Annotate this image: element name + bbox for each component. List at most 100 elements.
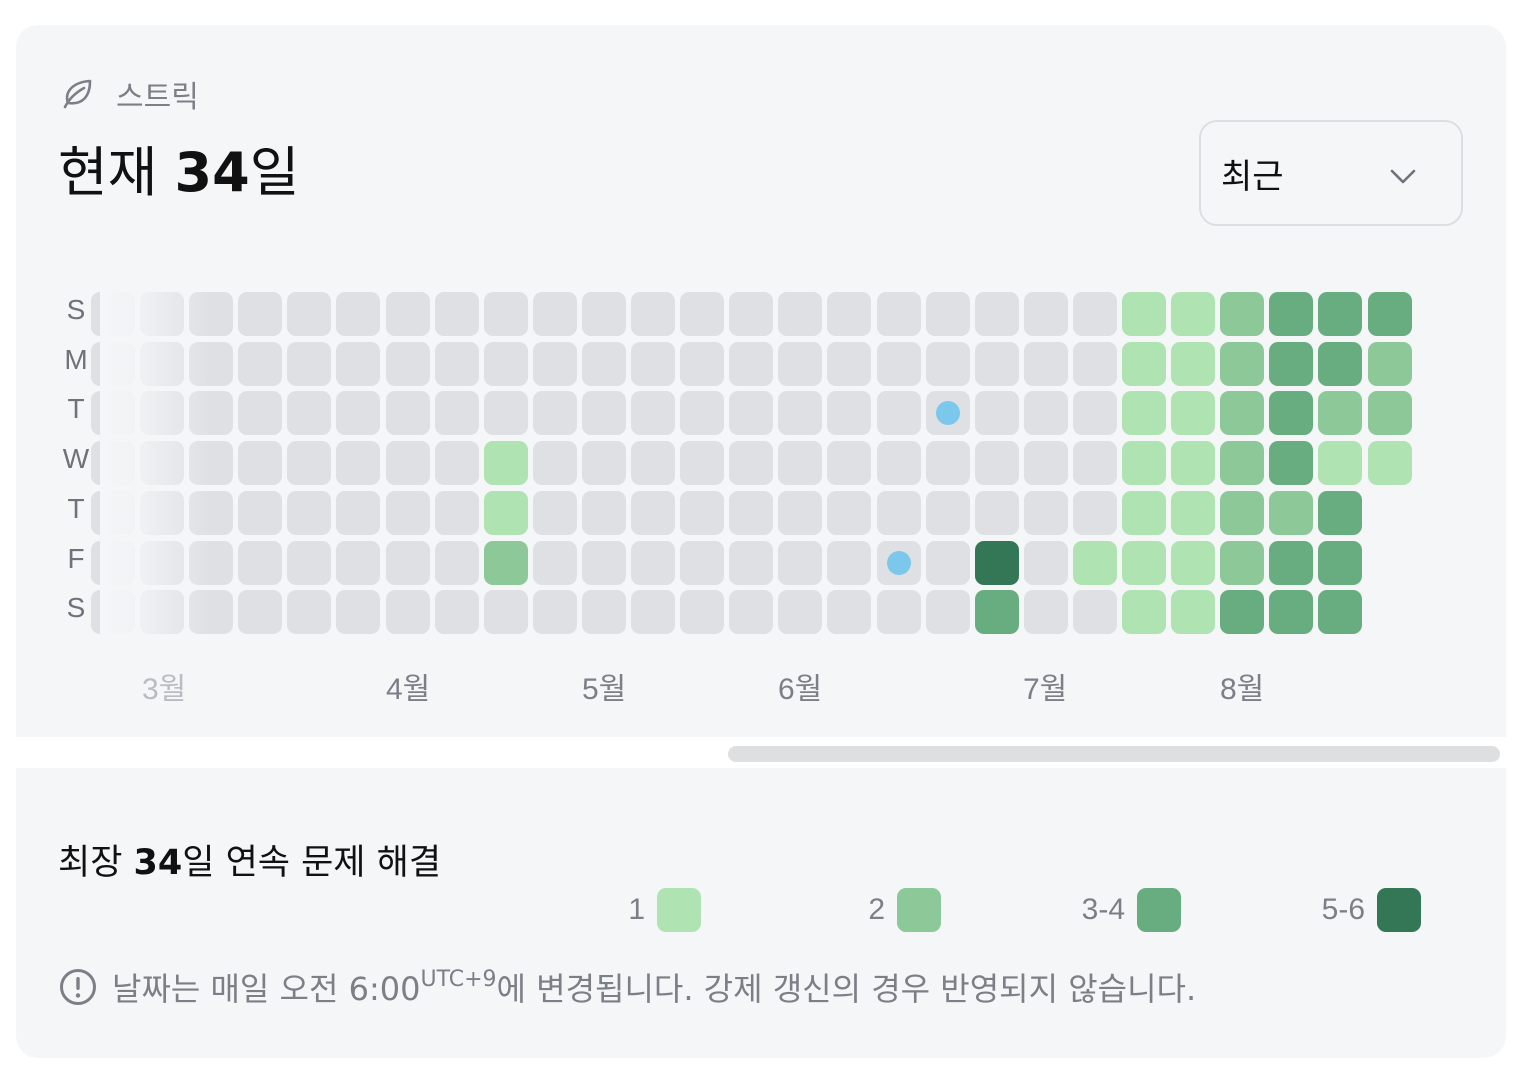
- heatmap-cell[interactable]: [1367, 341, 1412, 386]
- heatmap-cell[interactable]: [631, 441, 675, 486]
- heatmap-cell[interactable]: [581, 590, 626, 635]
- heatmap-cell[interactable]: [974, 391, 1019, 436]
- heatmap-cell[interactable]: [680, 441, 725, 486]
- heatmap-cell[interactable]: [925, 441, 970, 486]
- heatmap-cell[interactable]: [1318, 441, 1363, 486]
- heatmap-cell[interactable]: [287, 441, 332, 486]
- heatmap-cell[interactable]: [1318, 540, 1363, 585]
- heatmap-cell[interactable]: [385, 490, 430, 535]
- heatmap-cell[interactable]: [189, 292, 234, 336]
- heatmap-cell[interactable]: [925, 292, 970, 336]
- heatmap-cell[interactable]: [925, 540, 970, 585]
- heatmap-cell[interactable]: [1269, 292, 1314, 336]
- heatmap-cell[interactable]: [1171, 490, 1216, 535]
- heatmap-cell[interactable]: [827, 341, 872, 386]
- heatmap-cell[interactable]: [827, 590, 872, 635]
- heatmap-cell[interactable]: [287, 490, 332, 535]
- heatmap-cell[interactable]: [385, 441, 430, 486]
- heatmap-cell[interactable]: [483, 441, 528, 486]
- heatmap-cell[interactable]: [876, 490, 921, 535]
- heatmap-cell[interactable]: [729, 490, 774, 535]
- heatmap-cell[interactable]: [778, 341, 823, 386]
- heatmap-cell[interactable]: [778, 490, 823, 535]
- heatmap-cell[interactable]: [974, 341, 1019, 386]
- heatmap-cell[interactable]: [1122, 341, 1166, 386]
- heatmap-cell[interactable]: [729, 391, 774, 436]
- heatmap-cell[interactable]: [90, 590, 135, 635]
- heatmap-cell[interactable]: [189, 441, 234, 486]
- heatmap-cell[interactable]: [1318, 590, 1363, 635]
- heatmap-cell[interactable]: [238, 490, 283, 535]
- heatmap-cell[interactable]: [729, 341, 774, 386]
- heatmap-cell[interactable]: [532, 540, 577, 585]
- heatmap-cell[interactable]: [385, 292, 430, 336]
- heatmap-cell[interactable]: [631, 540, 675, 585]
- heatmap-cell[interactable]: [140, 490, 184, 535]
- heatmap-cell[interactable]: [1023, 391, 1068, 436]
- heatmap-cell[interactable]: [876, 590, 921, 635]
- heatmap-cell[interactable]: [90, 391, 135, 436]
- heatmap-cell[interactable]: [434, 391, 479, 436]
- heatmap-cell[interactable]: [483, 391, 528, 436]
- heatmap-cell[interactable]: [1269, 590, 1314, 635]
- heatmap-cell[interactable]: [778, 590, 823, 635]
- heatmap-cell[interactable]: [1318, 292, 1363, 336]
- heatmap-cell[interactable]: [827, 540, 872, 585]
- heatmap-cell[interactable]: [1171, 341, 1216, 386]
- heatmap-cell[interactable]: [385, 540, 430, 585]
- heatmap-cell[interactable]: [680, 341, 725, 386]
- heatmap-cell[interactable]: [385, 590, 430, 635]
- heatmap-cell[interactable]: [778, 292, 823, 336]
- heatmap-cell[interactable]: [434, 590, 479, 635]
- heatmap-cell[interactable]: [336, 441, 381, 486]
- heatmap-cell[interactable]: [189, 490, 234, 535]
- heatmap-cell[interactable]: [876, 341, 921, 386]
- heatmap-cell[interactable]: [1122, 540, 1166, 585]
- heatmap-cell[interactable]: [778, 391, 823, 436]
- heatmap-cell[interactable]: [90, 540, 135, 585]
- heatmap-cell[interactable]: [1220, 391, 1265, 436]
- heatmap-cell[interactable]: [729, 441, 774, 486]
- heatmap-cell[interactable]: [631, 292, 675, 336]
- heatmap-cell[interactable]: [1367, 441, 1412, 486]
- heatmap-cell[interactable]: [925, 341, 970, 386]
- heatmap-cell[interactable]: [287, 292, 332, 336]
- heatmap-cell[interactable]: [974, 490, 1019, 535]
- heatmap-cell[interactable]: [336, 341, 381, 386]
- heatmap-cell[interactable]: [1318, 391, 1363, 436]
- heatmap-cell[interactable]: [1122, 441, 1166, 486]
- heatmap-cell[interactable]: [1023, 490, 1068, 535]
- heatmap-cell[interactable]: [90, 490, 135, 535]
- heatmap-cell[interactable]: [1220, 341, 1265, 386]
- heatmap-cell[interactable]: [1220, 441, 1265, 486]
- heatmap-cell[interactable]: [385, 391, 430, 436]
- heatmap-cell[interactable]: [974, 292, 1019, 336]
- heatmap-cell[interactable]: [827, 441, 872, 486]
- heatmap-cell[interactable]: [1072, 341, 1117, 386]
- heatmap-cell[interactable]: [581, 341, 626, 386]
- heatmap-cell[interactable]: [1171, 590, 1216, 635]
- heatmap-cell[interactable]: [1072, 490, 1117, 535]
- heatmap-cell[interactable]: [532, 490, 577, 535]
- heatmap-cell[interactable]: [483, 490, 528, 535]
- heatmap-cell[interactable]: [1122, 292, 1166, 336]
- heatmap-cell[interactable]: [680, 292, 725, 336]
- heatmap-cell[interactable]: [140, 341, 184, 386]
- heatmap-cell[interactable]: [1269, 490, 1314, 535]
- heatmap-cell[interactable]: [1367, 391, 1412, 436]
- heatmap-cell[interactable]: [1072, 540, 1117, 585]
- heatmap-cell[interactable]: [1122, 590, 1166, 635]
- horizontal-scrollbar[interactable]: [728, 746, 1500, 762]
- heatmap-cell[interactable]: [1269, 341, 1314, 386]
- heatmap-cell[interactable]: [1367, 292, 1412, 336]
- heatmap-cell[interactable]: [336, 490, 381, 535]
- range-select[interactable]: 최근: [1199, 120, 1463, 226]
- heatmap-cell[interactable]: [532, 441, 577, 486]
- heatmap-cell[interactable]: [1269, 540, 1314, 585]
- heatmap-cell[interactable]: [434, 341, 479, 386]
- heatmap-cell[interactable]: [1171, 391, 1216, 436]
- heatmap-cell[interactable]: [140, 441, 184, 486]
- heatmap-cell[interactable]: [189, 391, 234, 436]
- heatmap-cell[interactable]: [631, 341, 675, 386]
- heatmap-cell[interactable]: [238, 590, 283, 635]
